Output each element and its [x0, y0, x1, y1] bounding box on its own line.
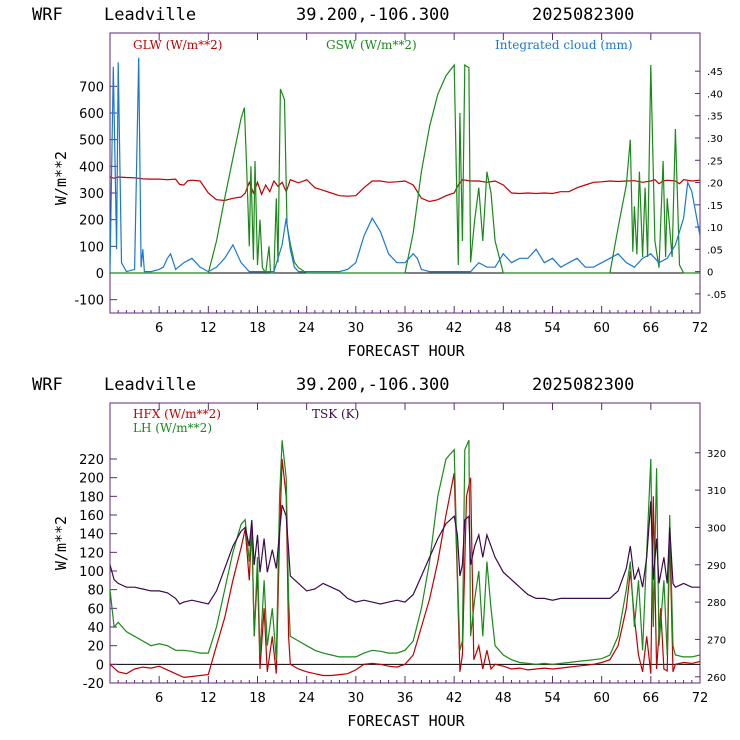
x-tick-label: 24	[298, 691, 315, 706]
x-tick-label: 24	[298, 321, 315, 336]
panel1-axes: 6 12 18 24 30 36 42 48 54 60 66 72 -100 0 100 200 300 400…	[74, 33, 727, 336]
x-tick-label: 18	[249, 321, 266, 336]
y-tick-label: 80	[87, 584, 104, 599]
x-tick-label: 60	[593, 691, 610, 706]
x-tick-label: 18	[249, 691, 266, 706]
y-tick-label: 200	[79, 472, 104, 487]
y-tick-label: 700	[79, 80, 104, 95]
series-line-hfx	[110, 458, 700, 679]
y2-tick-label: 280	[707, 598, 726, 609]
series-line-tsk	[110, 501, 700, 605]
y2-tick-label: 260	[707, 673, 726, 684]
y2-tick-label: .25	[707, 156, 723, 167]
panel2-site: Leadville	[104, 375, 196, 395]
panel2-series	[110, 440, 700, 679]
y-tick-label: 160	[79, 509, 104, 524]
x-tick-label: 6	[155, 691, 163, 706]
y-tick-label: 200	[79, 214, 104, 229]
x-tick-label: 36	[397, 321, 414, 336]
y2-tick-label: .20	[707, 179, 723, 190]
y-tick-label: 40	[87, 621, 104, 636]
y-tick-label: 400	[79, 160, 104, 175]
x-tick-label: 36	[397, 691, 414, 706]
x-tick-label: 66	[643, 321, 660, 336]
y2-tick-label: .45	[707, 67, 723, 78]
y-tick-label: 60	[87, 602, 104, 617]
legend-lh: LH (W/m**2)	[133, 421, 212, 435]
panel1-model: WRF	[32, 5, 63, 25]
panel2-run: 2025082300	[532, 375, 634, 395]
x-tick-label: 54	[544, 321, 561, 336]
legend-glw: GLW (W/m**2)	[133, 38, 222, 52]
y-tick-label: 100	[79, 565, 104, 580]
panel2-xlabel: FORECAST HOUR	[347, 712, 465, 730]
panel1-coords: 39.200,-106.300	[296, 5, 450, 25]
x-tick-label: 72	[692, 321, 709, 336]
y2-tick-label: 290	[707, 561, 726, 572]
panel-fluxes: WRF Leadville 39.200,-106.300 2025082300…	[32, 375, 726, 730]
y2-tick-label: .15	[707, 201, 723, 212]
y-tick-label: 300	[79, 187, 104, 202]
y-tick-label: 0	[96, 658, 104, 673]
x-tick-label: 42	[446, 321, 463, 336]
legend-gsw: GSW (W/m**2)	[326, 38, 417, 52]
x-tick-label: 72	[692, 691, 709, 706]
panel2-plot-frame	[109, 402, 701, 684]
series-line-integrated	[110, 57, 700, 273]
x-tick-label: 66	[643, 691, 660, 706]
panel1-run: 2025082300	[532, 5, 634, 25]
y-tick-label: 120	[79, 546, 104, 561]
y2-tick-label: .10	[707, 223, 723, 234]
legend-cloud: Integrated cloud (mm)	[495, 38, 633, 52]
y2-tick-label: 0	[707, 268, 713, 279]
y-tick-label: 180	[79, 490, 104, 505]
y2-tick-label: 310	[707, 486, 726, 497]
series-line-gsw	[110, 63, 700, 275]
y2-tick-label: .35	[707, 112, 723, 123]
panel1-series	[110, 57, 700, 275]
series-line-lh	[110, 440, 700, 665]
y-tick-label: 600	[79, 107, 104, 122]
y2-tick-label: 300	[707, 523, 726, 534]
y-tick-label: 0	[96, 267, 104, 282]
x-tick-label: 12	[200, 321, 217, 336]
y-tick-label: 220	[79, 453, 104, 468]
x-tick-label: 30	[348, 321, 365, 336]
y-tick-label: -100	[74, 294, 104, 309]
y2-tick-label: .30	[707, 134, 723, 145]
x-tick-label: 54	[544, 691, 561, 706]
y-tick-label: 140	[79, 528, 104, 543]
panel-radiation: WRF Leadville 39.200,-106.300 2025082300…	[32, 5, 727, 360]
y2-tick-label: 270	[707, 635, 726, 646]
panel1-ylabel: W/m**2	[52, 151, 70, 205]
legend-tsk: TSK (K)	[312, 407, 359, 421]
panel2-axes: 6 12 18 24 30 36 42 48 54 60 66 72 -20 0 20 40 60 80 100 12…	[79, 403, 726, 706]
x-tick-label: 48	[495, 691, 512, 706]
panel1-site: Leadville	[104, 5, 196, 25]
x-tick-label: 6	[155, 321, 163, 336]
panel2-coords: 39.200,-106.300	[296, 375, 450, 395]
x-tick-label: 60	[593, 321, 610, 336]
panel1-xlabel: FORECAST HOUR	[347, 342, 465, 360]
panel2-ylabel: W/m**2	[52, 516, 70, 570]
y2-tick-label: .40	[707, 89, 723, 100]
x-tick-label: 12	[200, 691, 217, 706]
y-tick-label: 20	[87, 640, 104, 655]
legend-hfx: HFX (W/m**2)	[133, 407, 221, 421]
y-tick-label: -20	[83, 677, 104, 692]
y-tick-label: 100	[79, 240, 104, 255]
y2-tick-label: 320	[707, 449, 726, 460]
x-tick-label: 48	[495, 321, 512, 336]
x-tick-label: 42	[446, 691, 463, 706]
y-tick-label: 500	[79, 134, 104, 149]
series-line-glw	[110, 176, 700, 203]
panel2-model: WRF	[32, 375, 63, 395]
x-tick-label: 30	[348, 691, 365, 706]
y2-tick-label: -.05	[707, 290, 727, 301]
y2-tick-label: .05	[707, 245, 723, 256]
